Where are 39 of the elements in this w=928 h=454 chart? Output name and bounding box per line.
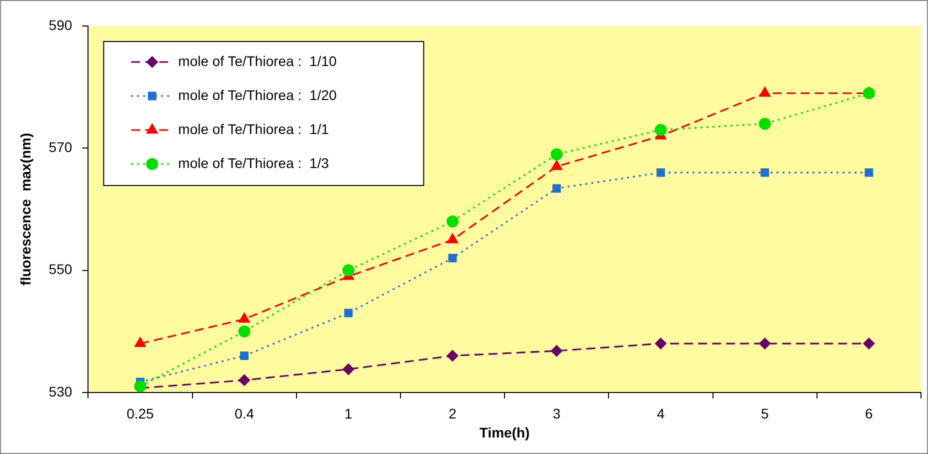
point xyxy=(760,168,770,177)
x-tick-label: 4 xyxy=(656,406,665,422)
x-tick-label: 1 xyxy=(344,406,353,422)
legend-label: mole of Te/Thiorea : 1/10 xyxy=(178,52,337,69)
point xyxy=(550,344,563,357)
point xyxy=(864,168,874,177)
point xyxy=(550,148,563,160)
point xyxy=(342,363,354,376)
point xyxy=(448,254,457,262)
x-axis-title: Time(h) xyxy=(479,424,530,440)
legend-label: mole of Te/Thiorea : 1/1 xyxy=(178,120,330,137)
y-tick-label: 570 xyxy=(48,138,72,155)
y-axis-title: fluorescence max(nm) xyxy=(17,132,34,286)
point xyxy=(656,168,665,177)
x-tick-label: 0.25 xyxy=(126,406,154,422)
point xyxy=(240,352,249,360)
x-tick-label: 0.4 xyxy=(234,406,254,422)
point xyxy=(446,350,459,362)
x-tick-label: 2 xyxy=(448,406,457,422)
x-tick-label: 3 xyxy=(552,406,561,422)
y-tick-label: 550 xyxy=(48,261,72,278)
point xyxy=(862,338,875,350)
legend-label: mole of Te/Thiorea : 1/20 xyxy=(178,86,337,103)
point xyxy=(758,118,771,130)
point xyxy=(862,87,875,100)
point xyxy=(654,338,667,350)
point xyxy=(758,338,771,350)
point xyxy=(654,124,667,136)
x-tick-label: 5 xyxy=(760,406,769,422)
legend-label: mole of Te/Thiorea : 1/3 xyxy=(178,154,330,171)
point xyxy=(552,184,561,193)
point xyxy=(342,264,354,276)
x-tick-label: 6 xyxy=(865,406,874,422)
point xyxy=(344,308,353,318)
point xyxy=(238,325,250,338)
point xyxy=(446,215,459,228)
y-tick-label: 530 xyxy=(48,383,72,400)
point xyxy=(238,374,250,386)
y-tick-label: 590 xyxy=(48,16,72,33)
